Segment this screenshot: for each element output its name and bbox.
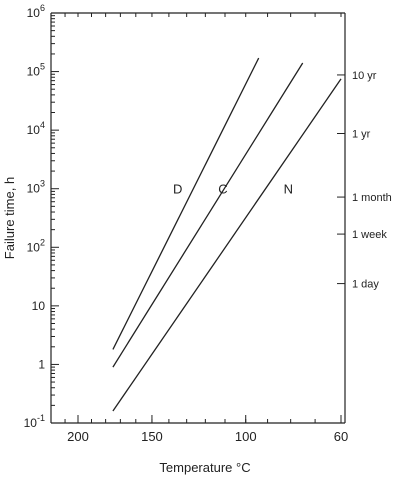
- y-tick-base: 10: [27, 123, 41, 137]
- y-tick-label: 1: [38, 357, 45, 371]
- y-tick-label: 105: [27, 62, 45, 79]
- x-axis-label: Temperature °C: [159, 460, 250, 475]
- y-tick-base: 10: [27, 240, 41, 254]
- y-tick-label: 103: [27, 179, 45, 196]
- x-tick-label: 60: [334, 429, 348, 444]
- series-line-d: [112, 57, 260, 350]
- y-tick-base: 10: [27, 182, 41, 196]
- x-tick-label: 200: [67, 429, 89, 444]
- y-axis-label: Failure time, h: [2, 177, 17, 259]
- right-axis-label: 10 yr: [352, 70, 377, 82]
- right-axis-label: 1 month: [352, 192, 392, 204]
- x-axis: 200 150 100 60: [64, 13, 348, 444]
- plot-frame: [50, 12, 346, 424]
- x-tick-label: 150: [141, 429, 163, 444]
- y-tick-base: 10: [27, 6, 41, 20]
- series-line-c: [112, 62, 304, 368]
- y-tick-exponent: 2: [40, 237, 45, 247]
- y-tick-base: 10: [27, 65, 41, 79]
- y-tick-label: 10: [32, 299, 46, 313]
- y-tick-exponent: 5: [40, 62, 45, 72]
- series-label-n: N: [284, 182, 293, 197]
- y-tick-base: 10: [24, 416, 38, 430]
- right-time-axis: 10 yr 1 yr 1 month 1 week 1 day: [337, 70, 392, 291]
- y-tick-base: 10: [32, 299, 46, 313]
- right-axis-label: 1 yr: [352, 129, 371, 141]
- right-axis-label: 1 day: [352, 279, 379, 291]
- y-tick-label: 10-1: [24, 413, 45, 430]
- y-tick-exponent: -1: [37, 413, 45, 423]
- series-line-n: [112, 78, 342, 412]
- y-tick-exponent: 6: [40, 3, 45, 13]
- y-tick-label: 106: [27, 3, 45, 20]
- y-tick-exponent: 3: [40, 179, 45, 189]
- y-tick-label: 104: [27, 120, 45, 137]
- right-axis-label: 1 week: [352, 229, 387, 241]
- y-tick-label: 102: [27, 237, 45, 254]
- y-tick-exponent: 4: [40, 120, 45, 130]
- series-label-c: C: [218, 182, 227, 197]
- x-tick-label: 100: [235, 429, 257, 444]
- series-label-d: D: [173, 182, 182, 197]
- y-tick-base: 1: [38, 357, 45, 371]
